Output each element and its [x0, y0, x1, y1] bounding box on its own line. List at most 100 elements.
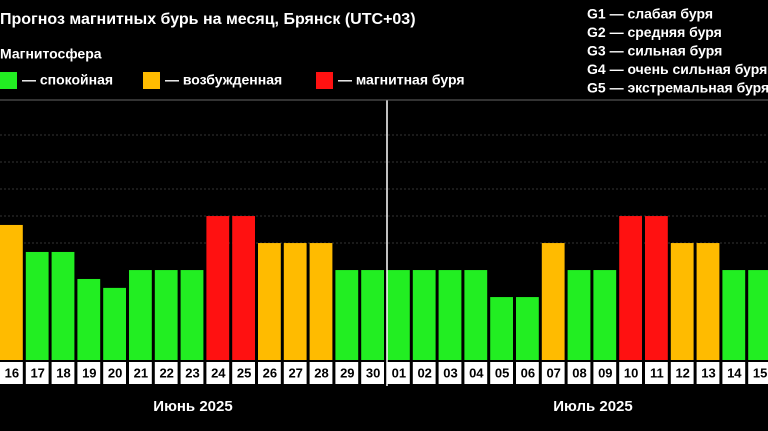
x-label-box [722, 362, 746, 384]
bar [180, 270, 204, 360]
bar [361, 270, 384, 360]
x-tick-label: 23 [185, 365, 199, 380]
bar [206, 216, 230, 360]
x-tick-label: 09 [598, 365, 612, 380]
x-tick-label: 08 [572, 365, 586, 380]
x-tick-label: 29 [340, 365, 354, 380]
bar [490, 297, 513, 360]
bar [593, 270, 617, 360]
bar [309, 243, 333, 360]
storm-level: G4 — очень сильная буря [587, 61, 767, 77]
bar [154, 270, 178, 360]
x-tick-label: 07 [546, 365, 560, 380]
legend-label: — возбужденная [165, 72, 282, 88]
bar [232, 216, 255, 360]
x-tick-label: 03 [443, 365, 457, 380]
x-tick-label: 11 [650, 365, 664, 380]
bar [438, 270, 462, 360]
x-label-box [77, 362, 101, 384]
x-label-box [412, 362, 436, 384]
bar [51, 251, 75, 360]
x-tick-label: 13 [701, 365, 715, 380]
bar [258, 243, 281, 360]
bar [541, 243, 565, 360]
x-tick-label: 17 [30, 365, 44, 380]
bar [412, 270, 436, 360]
x-label-box [25, 362, 49, 384]
bar [567, 270, 591, 360]
legend-title: Магнитосфера [0, 46, 102, 62]
x-label-box [593, 362, 617, 384]
x-label-box [103, 362, 126, 384]
bar [670, 243, 694, 360]
bar [645, 216, 668, 360]
bar [387, 270, 410, 360]
legend-swatch [0, 72, 17, 89]
x-tick-label: 19 [82, 365, 96, 380]
x-label-box [464, 362, 488, 384]
x-tick-label: 20 [108, 365, 122, 380]
x-label-box [670, 362, 694, 384]
bar [0, 224, 23, 360]
bar [619, 216, 642, 360]
bar [103, 287, 126, 360]
x-tick-label: 22 [159, 365, 173, 380]
bar [516, 297, 539, 360]
x-tick-label: 01 [392, 365, 406, 380]
x-label-box [516, 362, 539, 384]
x-tick-label: 27 [288, 365, 302, 380]
x-label-box [438, 362, 462, 384]
legend-swatch [143, 72, 160, 89]
x-label-box [283, 362, 307, 384]
x-label-box [490, 362, 513, 384]
x-tick-label: 21 [134, 365, 148, 380]
x-tick-label: 16 [5, 365, 19, 380]
x-label-box [309, 362, 333, 384]
storm-level: G2 — средняя буря [587, 24, 722, 40]
legend-swatch [316, 72, 333, 89]
x-tick-label: 18 [56, 365, 70, 380]
x-label-box [541, 362, 565, 384]
x-label-box [232, 362, 255, 384]
x-label-box [567, 362, 591, 384]
x-label-box [258, 362, 281, 384]
x-tick-label: 10 [624, 365, 638, 380]
x-label-box [645, 362, 668, 384]
x-label-box [154, 362, 178, 384]
bar [77, 278, 101, 360]
x-label-box [748, 362, 768, 384]
x-label-box [129, 362, 152, 384]
x-tick-label: 14 [727, 365, 742, 380]
x-tick-label: 12 [675, 365, 689, 380]
x-tick-label: 02 [417, 365, 431, 380]
storm-level: G3 — сильная буря [587, 43, 722, 59]
bar [722, 270, 746, 360]
grid-decoration [0, 134, 768, 244]
x-label-box [696, 362, 720, 384]
bar [696, 243, 720, 360]
x-tick-label: 28 [314, 365, 328, 380]
bar [464, 270, 488, 360]
bar [25, 251, 49, 360]
x-label-box [335, 362, 359, 384]
x-label-box [51, 362, 75, 384]
x-label-box [619, 362, 642, 384]
legend-label: — магнитная буря [338, 72, 465, 88]
x-tick-label: 15 [753, 365, 767, 380]
x-tick-label: 05 [495, 365, 509, 380]
storm-level: G5 — экстремальная буря [587, 80, 768, 96]
x-tick-label: 06 [521, 365, 535, 380]
x-tick-label: 04 [469, 365, 484, 380]
legend-label: — спокойная [22, 72, 113, 88]
x-tick-label: 30 [366, 365, 380, 380]
bar [129, 270, 152, 360]
x-label-box [180, 362, 204, 384]
bar [335, 270, 359, 360]
x-label-box [206, 362, 230, 384]
x-tick-label: 25 [237, 365, 251, 380]
x-label-box [361, 362, 384, 384]
chart-title: Прогноз магнитных бурь на месяц, Брянск … [0, 11, 416, 28]
bar [748, 270, 768, 360]
x-tick-label: 24 [211, 365, 226, 380]
